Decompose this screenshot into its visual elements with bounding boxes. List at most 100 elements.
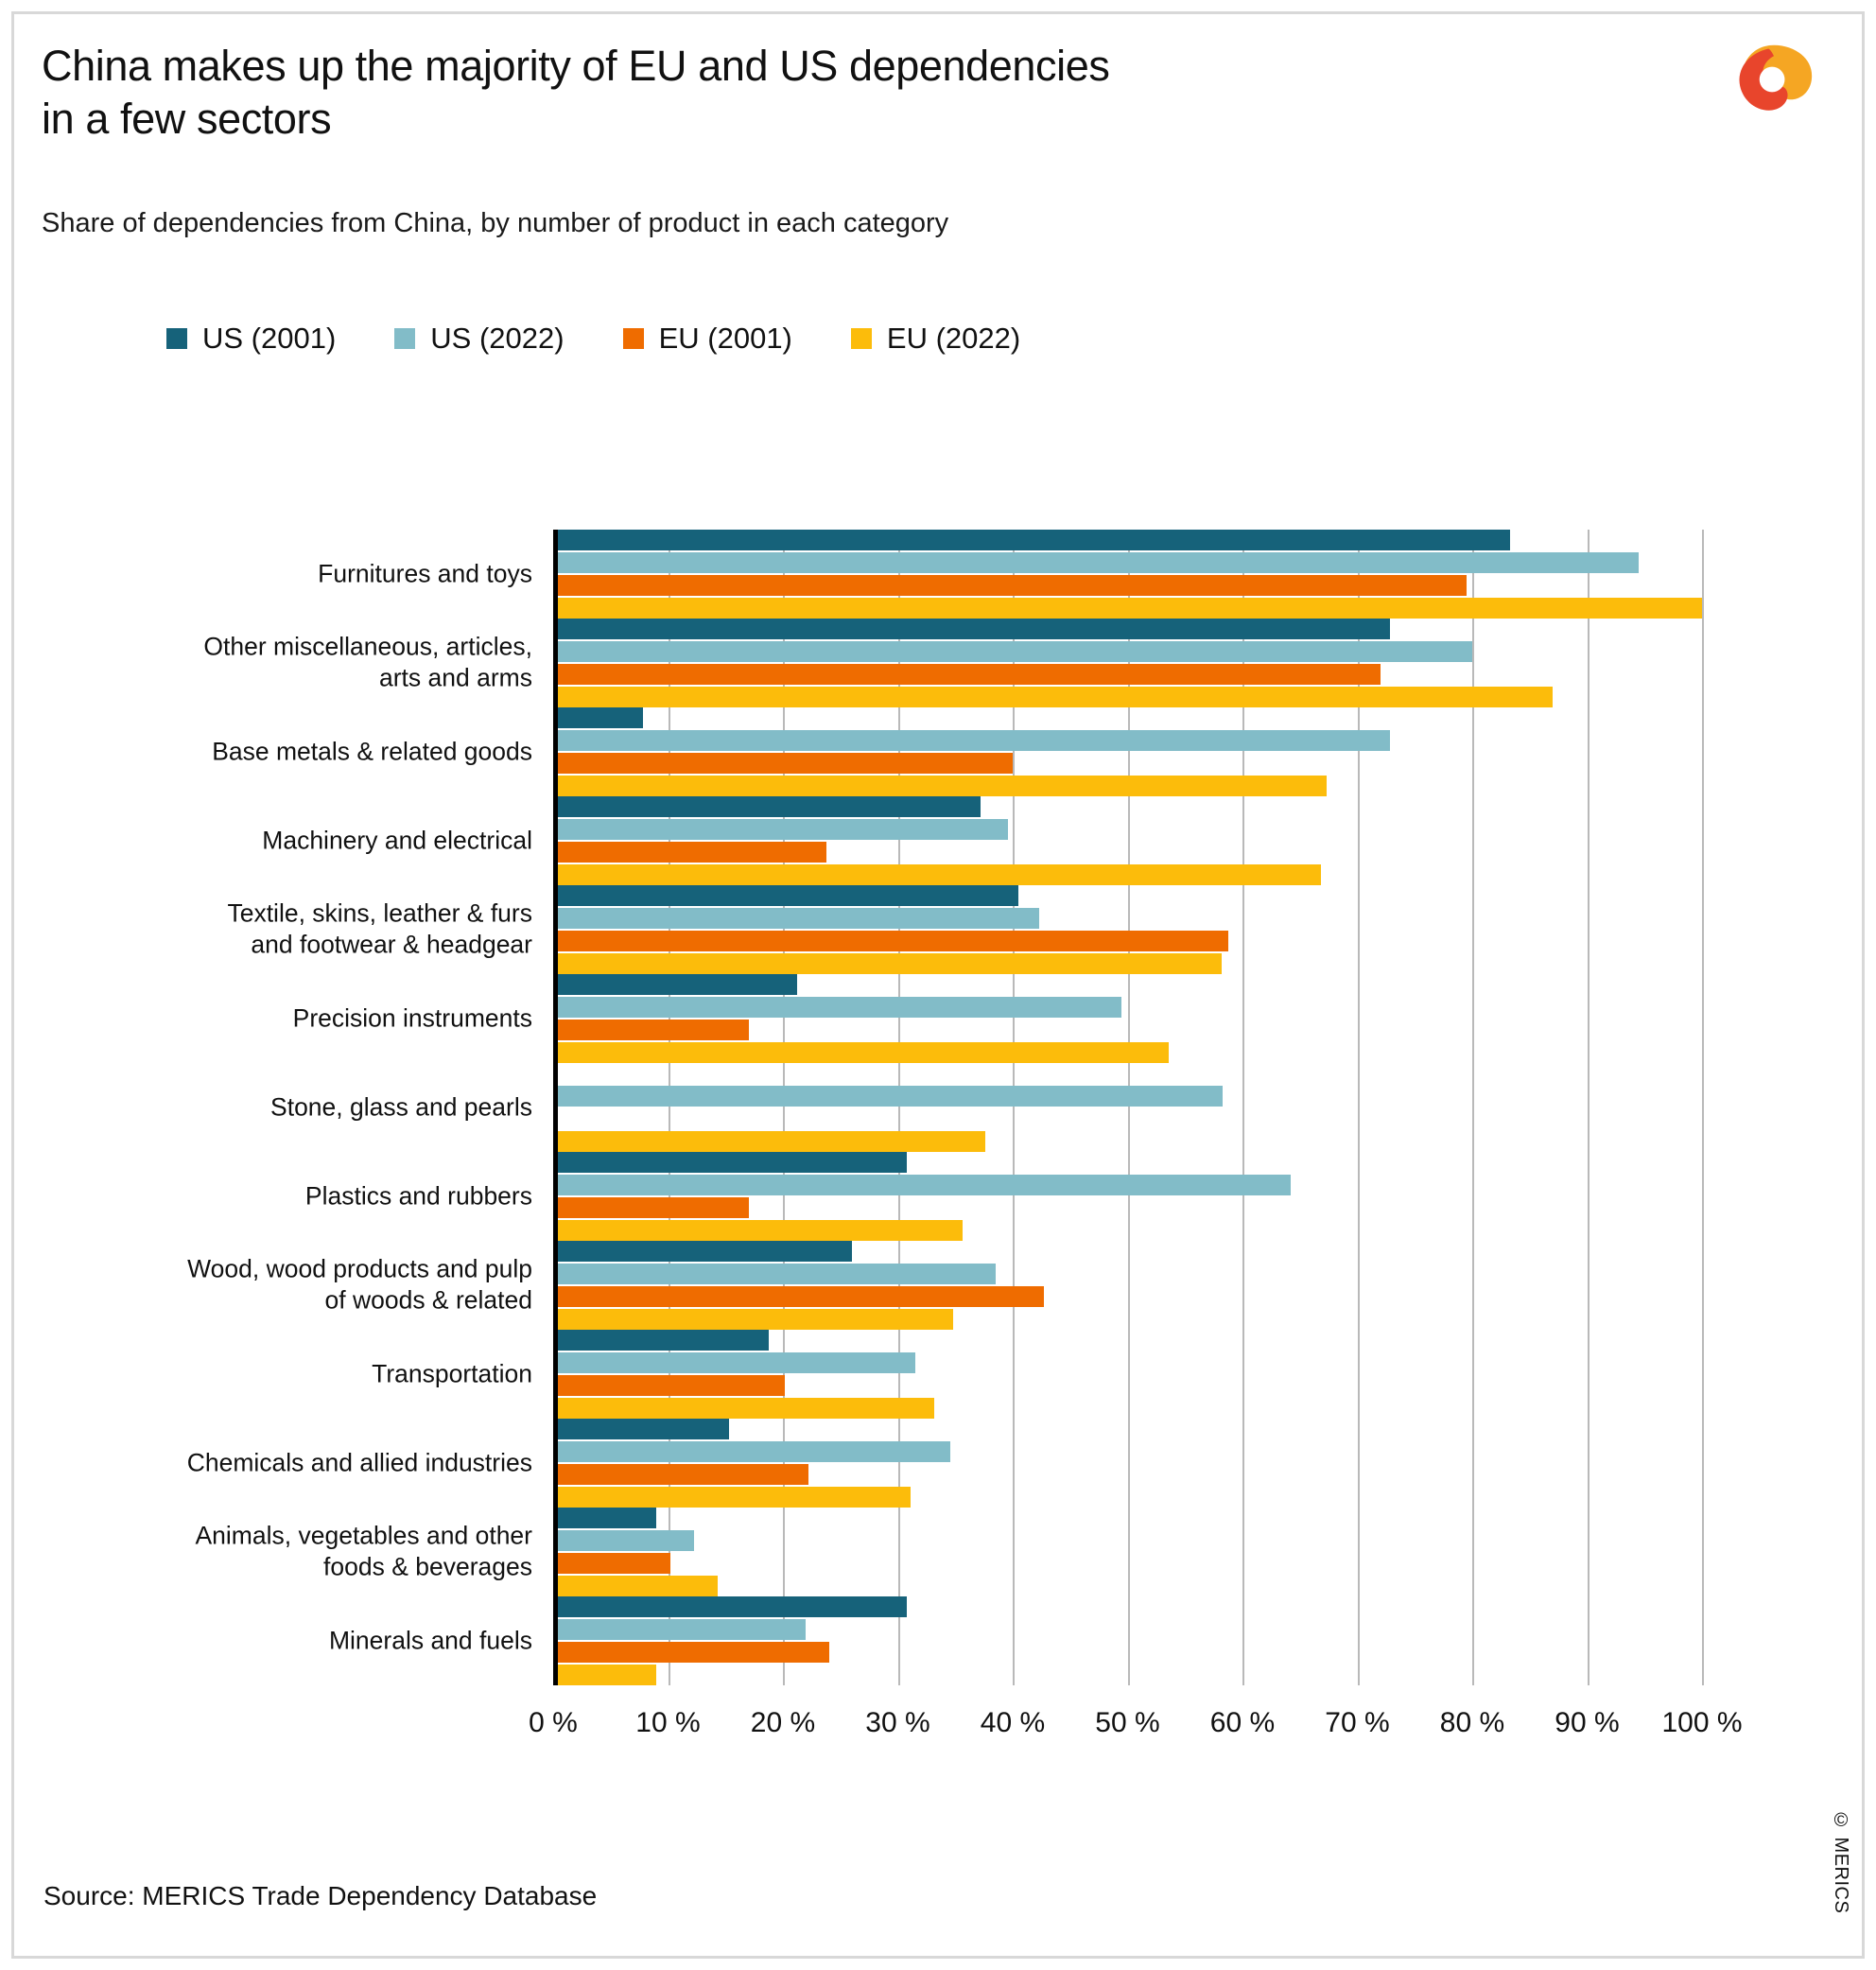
bar-group [553,1330,1702,1419]
x-tick-label: 10 % [635,1707,701,1738]
gridline [1242,530,1244,1685]
category-label: Other miscellaneous, articles, arts and … [203,632,532,692]
x-tick-label: 20 % [750,1707,816,1738]
bar-us-2022[interactable] [553,908,1039,929]
bar-eu-2022[interactable] [553,1131,985,1152]
bar-us-2001[interactable] [553,707,643,728]
x-tick-label: 50 % [1095,1707,1160,1738]
bar-us-2001[interactable] [553,619,1390,639]
bar-group [553,1241,1702,1330]
bar-group [553,885,1702,974]
legend-swatch-icon [850,328,872,349]
bar-us-2022[interactable] [553,1175,1292,1195]
bar-eu-2001[interactable] [553,1642,829,1663]
value-axis-tick-labels: 0 % 10 % 20 % 30 % 40 % 50 % 60 % 70 % 80 % 90 % 1… [529,1707,1742,1754]
bar-us-2001[interactable] [553,796,981,817]
x-tick-label: 60 % [1209,1707,1276,1738]
legend-item-eu-2022[interactable]: EU (2022) [850,322,1021,356]
bar-eu-2001[interactable] [553,1553,670,1574]
gridline [783,530,785,1685]
bar-eu-2001[interactable] [553,575,1467,596]
bar-eu-2001[interactable] [553,1197,749,1218]
category-axis-labels: Furnitures and toys Other miscellaneous, … [38,530,553,1685]
category-label: Precision instruments [292,1003,532,1033]
bar-eu-2022[interactable] [553,776,1327,796]
bar-group [553,1419,1702,1508]
bar-eu-2001[interactable] [553,842,827,863]
source-note: Source: MERICS Trade Dependency Database [43,1881,598,1910]
category-label: Minerals and fuels [328,1626,532,1655]
bar-eu-2022[interactable] [553,1487,911,1508]
legend-item-us-2001[interactable]: US (2001) [166,322,336,356]
bar-eu-2001[interactable] [553,1375,786,1396]
copyright-note: © MERICS [1831,1809,1851,1913]
bar-us-2001[interactable] [553,974,797,995]
bar-us-2022[interactable] [553,1264,996,1284]
gridlines [553,530,1704,1685]
gridline [1013,530,1015,1685]
gridline [1702,530,1704,1685]
category-label: Base metals & related goods [212,737,532,766]
bar-us-2022[interactable] [553,997,1122,1018]
bar-group [553,796,1702,885]
page-subtitle: Share of dependencies from China, by num… [42,208,949,238]
bar-us-2022[interactable] [553,1441,951,1462]
x-tick-label: 80 % [1439,1707,1505,1738]
bar-us-2001[interactable] [553,530,1511,550]
legend-item-label: EU (2001) [658,322,792,355]
bar-eu-2022[interactable] [553,1665,657,1685]
bar-eu-2022[interactable] [553,1042,1170,1063]
gridline [668,530,670,1685]
bar-eu-2022[interactable] [553,864,1321,885]
bar-us-2001[interactable] [553,1419,729,1439]
bar-us-2001[interactable] [553,1508,657,1528]
legend-item-eu-2001[interactable]: EU (2001) [622,322,792,356]
bar-eu-2022[interactable] [553,598,1702,619]
bar-group [553,1596,1702,1685]
x-tick-label: 70 % [1325,1707,1390,1738]
category-label: Wood, wood products and pulp of woods & … [187,1254,532,1315]
x-tick-label: 30 % [865,1707,930,1738]
legend-swatch-icon [622,328,644,349]
bar-us-2022[interactable] [553,552,1640,573]
bar-group [553,1508,1702,1596]
legend-item-us-2022[interactable]: US (2022) [394,322,565,356]
bar-group [553,974,1702,1063]
bar-us-2022[interactable] [553,730,1390,751]
bar-eu-2001[interactable] [553,931,1229,951]
category-label: Animals, vegetables and other foods & be… [195,1521,533,1581]
bar-us-2001[interactable] [553,1596,908,1617]
bar-eu-2022[interactable] [553,687,1554,707]
legend-item-label: EU (2022) [886,322,1021,355]
bar-us-2001[interactable] [553,1152,908,1173]
gridline [1127,530,1130,1685]
gridline [897,530,900,1685]
chart-plot-area: Furnitures and toys Other miscellaneous, … [0,530,1876,1738]
bar-eu-2001[interactable] [553,1464,808,1485]
bar-us-2022[interactable] [553,1352,915,1373]
bar-eu-2001[interactable] [553,1286,1044,1307]
bar-eu-2022[interactable] [553,1309,953,1330]
bar-us-2001[interactable] [553,1241,852,1262]
bar-eu-2022[interactable] [553,1576,718,1596]
page-title: China makes up the majority of EU and US… [42,42,1110,143]
bar-group [553,530,1702,619]
bar-group [553,707,1702,796]
bar-us-2001[interactable] [553,1330,770,1351]
bar-us-2001[interactable] [553,885,1019,906]
bar-eu-2001[interactable] [553,753,1013,774]
bar-eu-2022[interactable] [553,1398,935,1419]
category-label: Stone, glass and pearls [270,1092,532,1122]
bars-area [553,530,1726,1685]
bar-us-2022[interactable] [553,641,1472,662]
bar-eu-2022[interactable] [553,953,1223,974]
bar-us-2022[interactable] [553,1530,695,1551]
x-tick-label: 100 % [1661,1707,1743,1738]
bar-eu-2022[interactable] [553,1220,963,1241]
x-tick-label: 0 % [529,1707,578,1738]
bar-us-2022[interactable] [553,1619,807,1640]
bar-eu-2001[interactable] [553,664,1381,685]
bar-us-2022[interactable] [553,1086,1224,1107]
bar-eu-2001[interactable] [553,1020,749,1040]
bar-us-2022[interactable] [553,819,1009,840]
